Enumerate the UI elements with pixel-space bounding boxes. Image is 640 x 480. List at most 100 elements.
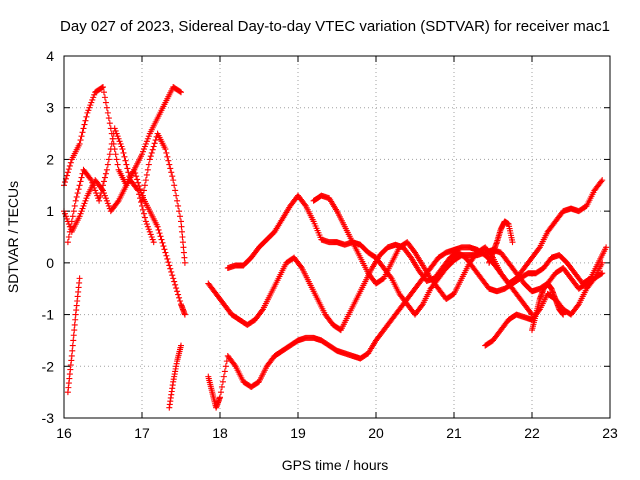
data-point (118, 143, 125, 150)
data-point (124, 165, 131, 172)
data-point (148, 234, 155, 240)
data-point (100, 89, 107, 96)
data-point (76, 182, 83, 189)
data-point (83, 113, 90, 120)
y-tick-label: -1 (42, 307, 55, 323)
data-point (157, 233, 164, 240)
data-point (231, 361, 238, 368)
data-point (165, 157, 172, 164)
data-point (171, 278, 178, 285)
data-point (166, 262, 173, 269)
data-point (144, 135, 151, 142)
data-point (176, 208, 183, 215)
data-point (78, 133, 85, 140)
data-point (63, 215, 70, 222)
data-point (161, 246, 168, 253)
data-point (168, 169, 175, 176)
data-point (97, 193, 104, 200)
data-point (104, 200, 111, 207)
data-point (165, 259, 172, 266)
data-point (144, 223, 151, 230)
data-point (61, 179, 68, 186)
y-tick-label: 3 (46, 100, 54, 116)
data-point (139, 192, 146, 199)
data-point (61, 210, 68, 217)
series-arc-e (139, 130, 188, 266)
data-point (71, 327, 78, 334)
data-point (599, 259, 606, 266)
series-arc-h (205, 241, 610, 334)
y-tick-label: -3 (42, 410, 55, 426)
data-point (170, 275, 177, 282)
data-point (163, 149, 170, 156)
data-point (103, 166, 110, 173)
data-point (171, 182, 178, 189)
data-point (156, 230, 163, 237)
data-point (123, 161, 130, 168)
data-point (78, 174, 85, 181)
data-point (92, 187, 99, 194)
data-point (172, 187, 179, 194)
data-point (71, 202, 78, 209)
data-point (68, 352, 75, 359)
data-point (180, 249, 187, 256)
data-point (101, 192, 108, 199)
data-point (102, 170, 109, 177)
series-arc-l (486, 218, 516, 266)
data-point (113, 130, 120, 137)
data-point (175, 291, 182, 298)
data-point (145, 133, 152, 140)
data-point (90, 182, 97, 189)
data-point (144, 166, 151, 173)
data-point (135, 179, 142, 186)
x-tick-label: 22 (524, 425, 540, 441)
data-point (84, 109, 91, 116)
data-point (91, 91, 98, 98)
data-point (143, 171, 150, 178)
grid (64, 56, 610, 418)
data-point (83, 195, 90, 202)
data-point (96, 197, 103, 204)
data-point (138, 199, 145, 206)
data-point (219, 378, 226, 385)
data-point (147, 231, 154, 238)
data-point (149, 146, 156, 153)
data-point (301, 201, 308, 208)
data-point (101, 94, 108, 101)
data-point (87, 175, 94, 182)
data-point (166, 161, 173, 168)
data-point (136, 191, 143, 198)
data-point (70, 208, 77, 215)
data-point (509, 239, 516, 246)
data-point (89, 96, 96, 103)
data-point (80, 125, 87, 132)
data-point (221, 368, 228, 375)
data-point (66, 162, 73, 169)
data-point (88, 177, 95, 184)
data-point (178, 218, 184, 225)
data-point (158, 236, 165, 243)
data-point (82, 197, 89, 204)
data-point (174, 288, 181, 295)
data-point (70, 332, 77, 339)
data-point (176, 294, 183, 301)
data-point (146, 156, 153, 163)
data-point (90, 94, 97, 101)
chart-title: Day 027 of 2023, Sidereal Day-to-day VTE… (60, 18, 610, 35)
data-point (147, 153, 154, 160)
data-point (141, 214, 148, 221)
data-point (418, 302, 425, 309)
data-point (63, 172, 70, 179)
x-tick-label: 20 (368, 425, 384, 441)
data-point (598, 270, 605, 277)
data-point (82, 117, 89, 124)
data-point (72, 316, 79, 323)
data-point (151, 140, 158, 147)
data-point (101, 174, 108, 181)
data-point (75, 186, 82, 193)
y-tick-label: 0 (46, 255, 54, 271)
data-point (173, 192, 180, 199)
data-point (142, 177, 149, 184)
